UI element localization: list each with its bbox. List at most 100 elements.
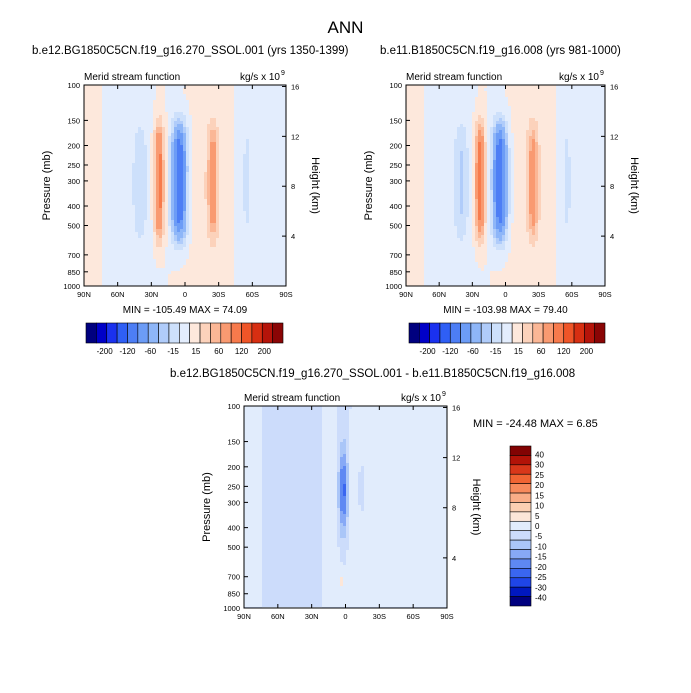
y2-tick-label: 8	[291, 182, 295, 191]
colorbar-label: -15	[167, 347, 179, 356]
y-tick-label: 1000	[385, 282, 402, 291]
contour-field	[244, 406, 447, 608]
colorbar-box	[210, 322, 222, 344]
x-tick-label: 30S	[212, 290, 225, 299]
y-tick-label: 200	[389, 142, 402, 151]
colorbar-label: -20	[535, 563, 547, 572]
colorbar-label: -60	[467, 347, 479, 356]
y2-tick-label: 12	[291, 132, 299, 141]
colorbar-label: -200	[97, 347, 114, 356]
colorbar-box	[553, 322, 565, 344]
colorbar-box	[509, 483, 532, 494]
colorbar-box	[408, 322, 420, 344]
x-tick-label: 30S	[532, 290, 545, 299]
colorbar-box	[251, 322, 263, 344]
x-tick-label: 90S	[598, 290, 611, 299]
colorbar-label: 15	[514, 347, 523, 356]
y2-tick-label: 4	[452, 554, 456, 563]
right-string-exponent: 9	[281, 70, 285, 77]
colorbar-label: -120	[119, 347, 136, 356]
x-tick-label: 0	[503, 290, 507, 299]
colorbar-label: -40	[535, 594, 547, 603]
y2-tick-label: 8	[452, 504, 456, 513]
y-tick-label: 850	[67, 268, 80, 277]
y-tick-label: 250	[227, 482, 240, 491]
y2-tick-label: 16	[452, 403, 460, 412]
x-tick-label: 60N	[271, 612, 285, 621]
y-tick-label: 500	[227, 543, 240, 552]
y2-axis-label: Height (km)	[470, 479, 482, 536]
colorbar-box	[85, 322, 97, 344]
y-tick-label: 400	[67, 202, 80, 211]
y2-tick-label: 16	[291, 82, 299, 91]
right-string-exponent: 9	[442, 391, 446, 398]
x-tick-label: 60S	[406, 612, 419, 621]
y-tick-label: 700	[389, 251, 402, 260]
colorbar-box	[470, 322, 482, 344]
colorbar-box	[419, 322, 430, 344]
colorbar-box	[199, 322, 211, 344]
colorbar-label: -15	[490, 347, 502, 356]
panel2-title: b.e11.B1850C5CN.f19_g16.008 (yrs 981-100…	[380, 45, 621, 57]
y2-axis-label: Height (km)	[628, 157, 640, 214]
y2-tick-label: 12	[610, 132, 618, 141]
colorbar-box	[584, 322, 595, 344]
colorbar-box	[509, 520, 532, 532]
panel-2: 90N 60N 30N 0 30S 60S 90S 100 150 200 250 300 400 500…	[363, 70, 640, 316]
colorbar-box	[106, 322, 118, 344]
colorbar-box	[509, 445, 532, 456]
colorbar-label: -25	[535, 573, 547, 582]
y-tick-label: 300	[227, 498, 240, 507]
colorbar-label: 30	[535, 461, 544, 470]
colorbar-box	[522, 322, 534, 344]
colorbar-box	[491, 322, 503, 344]
colorbar-label: 20	[535, 481, 544, 490]
colorbar-box	[509, 577, 532, 588]
colorbar-2: -200 -120 -60 -15 15 60 120 200	[408, 322, 606, 356]
y-tick-label: 100	[227, 402, 240, 411]
y-axis-label: Pressure (mb)	[201, 472, 213, 542]
colorbar-box	[532, 322, 544, 344]
right-string-exponent: 9	[600, 70, 604, 77]
colorbar-box	[189, 322, 201, 344]
colorbar-box	[439, 322, 451, 344]
y2-tick-label: 4	[610, 232, 614, 241]
right-string: kg/s x 10	[401, 393, 441, 404]
min-max-label: MIN = -103.98 MAX = 79.40	[443, 305, 568, 316]
colorbar-label: 5	[535, 512, 540, 521]
colorbar-label: -60	[145, 347, 157, 356]
x-tick-label: 90N	[399, 290, 413, 299]
y2-tick-label: 4	[291, 232, 295, 241]
left-string: Merid stream function	[84, 72, 180, 83]
colorbar-box	[261, 322, 273, 344]
colorbar-box	[542, 322, 554, 344]
y2-tick-label: 16	[610, 82, 618, 91]
colorbar-label: -120	[442, 347, 459, 356]
colorbar-label: 15	[535, 491, 544, 500]
colorbar-label: -15	[535, 553, 547, 562]
y-tick-label: 700	[67, 251, 80, 260]
x-tick-label: 0	[183, 290, 187, 299]
colorbar-label: -10	[535, 542, 547, 551]
left-string: Merid stream function	[406, 72, 502, 83]
colorbar-label: 40	[535, 450, 544, 459]
x-tick-label: 30N	[144, 290, 158, 299]
colorbar-label: 10	[535, 502, 544, 511]
colorbar-box	[573, 322, 585, 344]
colorbar-box	[594, 322, 606, 344]
colorbar-box	[429, 322, 441, 344]
y-tick-label: 200	[67, 142, 80, 151]
y-tick-label: 100	[67, 81, 80, 90]
y-tick-label: 150	[67, 116, 80, 125]
min-max-label: MIN = -105.49 MAX = 74.09	[123, 305, 248, 316]
y-tick-label: 1000	[223, 604, 240, 613]
panel1-title: b.e12.BG1850C5CN.f19_g16.270_SSOL.001 (y…	[32, 45, 349, 57]
colorbar-box	[509, 568, 532, 579]
colorbar-label: -200	[420, 347, 437, 356]
y2-tick-label: 12	[452, 454, 460, 463]
panel3-title: b.e12.BG1850C5CN.f19_g16.270_SSOL.001 - …	[170, 368, 576, 380]
y-tick-label: 500	[67, 221, 80, 230]
y-tick-label: 300	[67, 177, 80, 186]
colorbar-box	[509, 558, 532, 569]
left-string: Merid stream function	[244, 393, 340, 404]
